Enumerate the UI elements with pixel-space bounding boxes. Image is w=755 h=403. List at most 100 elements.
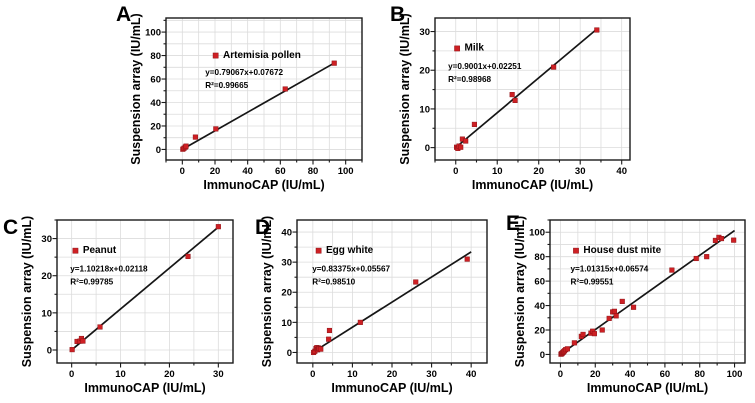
- data-point: [331, 60, 337, 66]
- equation-text: y=1.01315x+0.06574: [570, 264, 648, 273]
- fit-line: [455, 28, 598, 149]
- legend-label: House dust mite: [583, 245, 661, 256]
- panel-letter: B: [390, 3, 405, 26]
- fit-line: [181, 62, 335, 151]
- panel-c-chart: 0 10 20 30 0 10 20 30 Peanut y=1.10218x+0.02118 R²…: [3, 216, 234, 395]
- x-tick-label: 40: [466, 369, 477, 380]
- data-point: [69, 347, 75, 353]
- panel-letter: E: [506, 212, 520, 235]
- y-tick-label: 30: [41, 234, 52, 245]
- panel-b-chart: 0 10 20 30 40 0 10 20 30 Milk y=0.9001x+0.02251 R²=…: [390, 3, 631, 192]
- data-point: [693, 255, 699, 262]
- r-squared-text: R²=0.98510: [312, 277, 355, 286]
- fit-line: [71, 225, 220, 351]
- panel-a-chart: 0 20 40 60 80 100 0 20 40 60 80 100 Artemisia pollen…: [116, 3, 363, 192]
- x-tick-label: 40: [616, 166, 627, 177]
- x-axis-title: ImmunoCAP (IU/mL): [331, 381, 452, 395]
- legend-label: Artemisia pollen: [223, 50, 301, 61]
- data-point: [213, 126, 219, 132]
- data-point: [326, 327, 333, 334]
- x-tick-label: 0: [180, 166, 185, 177]
- data-point: [97, 324, 103, 330]
- y-tick-label: 20: [534, 325, 545, 336]
- equation-text: y=0.83375x+0.05567: [312, 264, 390, 273]
- y-tick-label: 60: [150, 74, 161, 85]
- x-axis-title: ImmunoCAP (IU/mL): [472, 178, 593, 192]
- panel-e-chart: 0 20 40 60 80 100 0 20 40 60 80 100 House dust mite y…: [506, 212, 746, 395]
- data-point: [192, 134, 198, 140]
- y-tick-label: 10: [419, 104, 430, 115]
- y-tick-label: 80: [150, 51, 161, 62]
- y-axis-title: Suspension array (IU/mL): [398, 13, 412, 164]
- x-tick-label: 30: [426, 369, 437, 380]
- legend-label: Egg white: [326, 245, 374, 256]
- y-tick-label: 10: [41, 308, 52, 319]
- y-tick-label: 80: [534, 252, 545, 263]
- x-tick-label: 80: [694, 369, 705, 380]
- data-point: [80, 338, 86, 344]
- data-point: [564, 346, 570, 352]
- x-tick-label: 20: [533, 166, 544, 177]
- data-point: [458, 144, 464, 150]
- y-tick-label: 0: [287, 348, 292, 359]
- legend-marker: [72, 247, 79, 254]
- y-tick-label: 20: [150, 121, 161, 132]
- x-axis-title: ImmunoCAP (IU/mL): [203, 178, 324, 192]
- data-point: [183, 143, 189, 149]
- y-axis-title: Suspension array (IU/mL): [260, 216, 274, 367]
- y-tick-label: 0: [425, 143, 430, 154]
- y-tick-label: 100: [529, 228, 545, 239]
- y-tick-label: 0: [47, 345, 52, 356]
- y-tick-label: 40: [281, 227, 292, 238]
- x-tick-label: 0: [453, 166, 458, 177]
- panel-letter: C: [3, 216, 18, 239]
- panel-d-chart: 0 10 20 30 40 0 10 20 30 40 Egg white y=0.83375x+0.…: [255, 216, 488, 395]
- data-point: [606, 315, 612, 321]
- x-tick-label: 60: [275, 166, 286, 177]
- r-squared-text: R²=0.98968: [448, 75, 491, 84]
- data-point: [471, 121, 477, 127]
- data-point: [718, 236, 725, 242]
- data-point: [512, 97, 518, 103]
- y-tick-label: 30: [419, 27, 430, 38]
- y-tick-label: 0: [156, 145, 161, 156]
- data-point: [551, 64, 557, 70]
- data-point: [712, 237, 718, 243]
- y-tick-label: 20: [281, 288, 292, 299]
- data-point: [413, 279, 419, 285]
- fit-line: [312, 251, 472, 354]
- x-tick-label: 100: [727, 369, 743, 380]
- x-tick-label: 10: [347, 369, 358, 380]
- data-point: [463, 138, 469, 144]
- data-point: [599, 327, 605, 333]
- panel-letter: A: [116, 3, 131, 26]
- y-tick-label: 60: [534, 277, 545, 288]
- x-axis-title: ImmunoCAP (IU/mL): [587, 381, 708, 395]
- data-point: [704, 254, 710, 260]
- x-tick-label: 0: [558, 369, 563, 380]
- data-point: [731, 237, 737, 243]
- y-tick-label: 30: [281, 258, 292, 269]
- y-axis-title: Suspension array (IU/mL): [513, 216, 527, 367]
- data-point: [580, 331, 586, 337]
- y-tick-label: 0: [540, 350, 545, 361]
- x-tick-label: 40: [242, 166, 253, 177]
- r-squared-text: R²=0.99665: [205, 81, 248, 90]
- x-tick-label: 0: [310, 369, 315, 380]
- equation-text: y=1.10218x+0.02118: [70, 264, 148, 273]
- data-point: [594, 27, 600, 33]
- data-point: [318, 346, 324, 352]
- legend-label: Peanut: [83, 245, 117, 256]
- data-point: [326, 336, 332, 342]
- x-tick-label: 20: [590, 369, 601, 380]
- legend-marker: [573, 247, 579, 254]
- x-tick-label: 60: [660, 369, 671, 380]
- x-tick-label: 10: [115, 369, 126, 380]
- data-point: [631, 304, 637, 310]
- y-tick-label: 20: [419, 66, 430, 77]
- x-tick-label: 100: [338, 166, 354, 177]
- x-tick-label: 30: [213, 369, 224, 380]
- y-axis-title: Suspension array (IU/mL): [20, 216, 34, 367]
- legend-label: Milk: [465, 43, 485, 54]
